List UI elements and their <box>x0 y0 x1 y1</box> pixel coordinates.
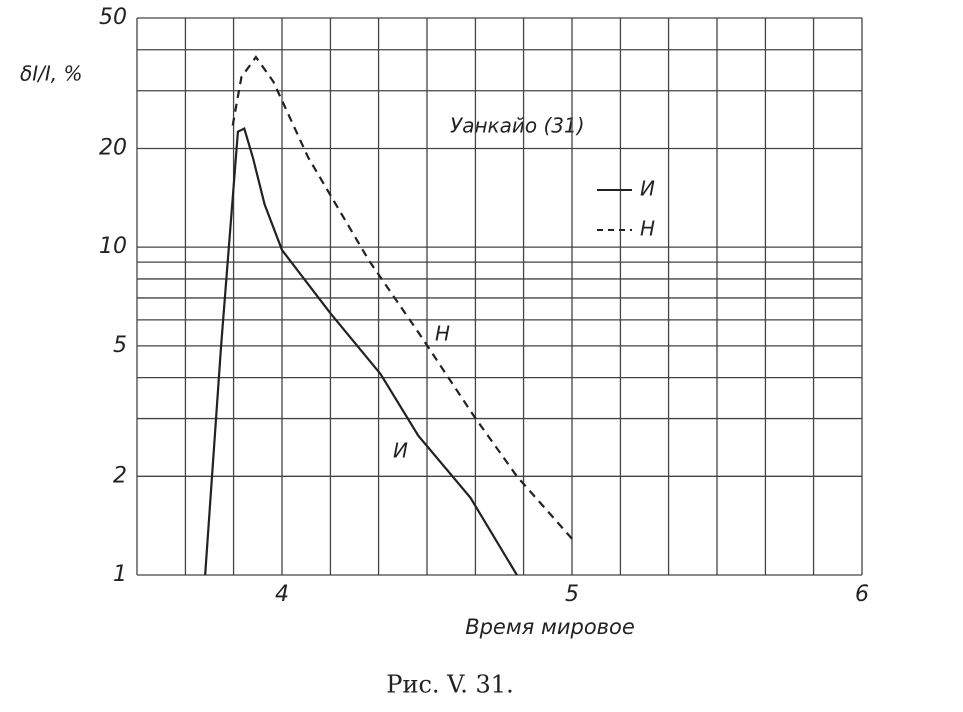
y-tick-label: 20 <box>99 135 127 160</box>
chart-title: Уанкайо (31) <box>450 114 585 138</box>
y-tick-label: 1 <box>113 562 127 587</box>
annotation: И <box>393 439 408 463</box>
x-tick-label: 6 <box>855 582 869 607</box>
legend-label: Н <box>640 217 655 241</box>
y-tick-label: 5 <box>113 333 127 358</box>
y-tick-label: 50 <box>99 5 127 30</box>
x-tick-label: 5 <box>565 582 579 607</box>
x-axis-label: Время мировое <box>465 615 635 639</box>
series-line <box>231 55 573 540</box>
y-tick-label: 10 <box>99 234 127 259</box>
x-tick-label: 4 <box>275 582 289 607</box>
caption: Рис. V. 31. <box>386 671 513 699</box>
y-axis-label: δI/I, % <box>20 62 83 86</box>
series-line <box>204 127 518 576</box>
annotation: Н <box>435 322 450 346</box>
y-tick-label: 2 <box>113 463 127 488</box>
legend-label: И <box>640 177 655 201</box>
